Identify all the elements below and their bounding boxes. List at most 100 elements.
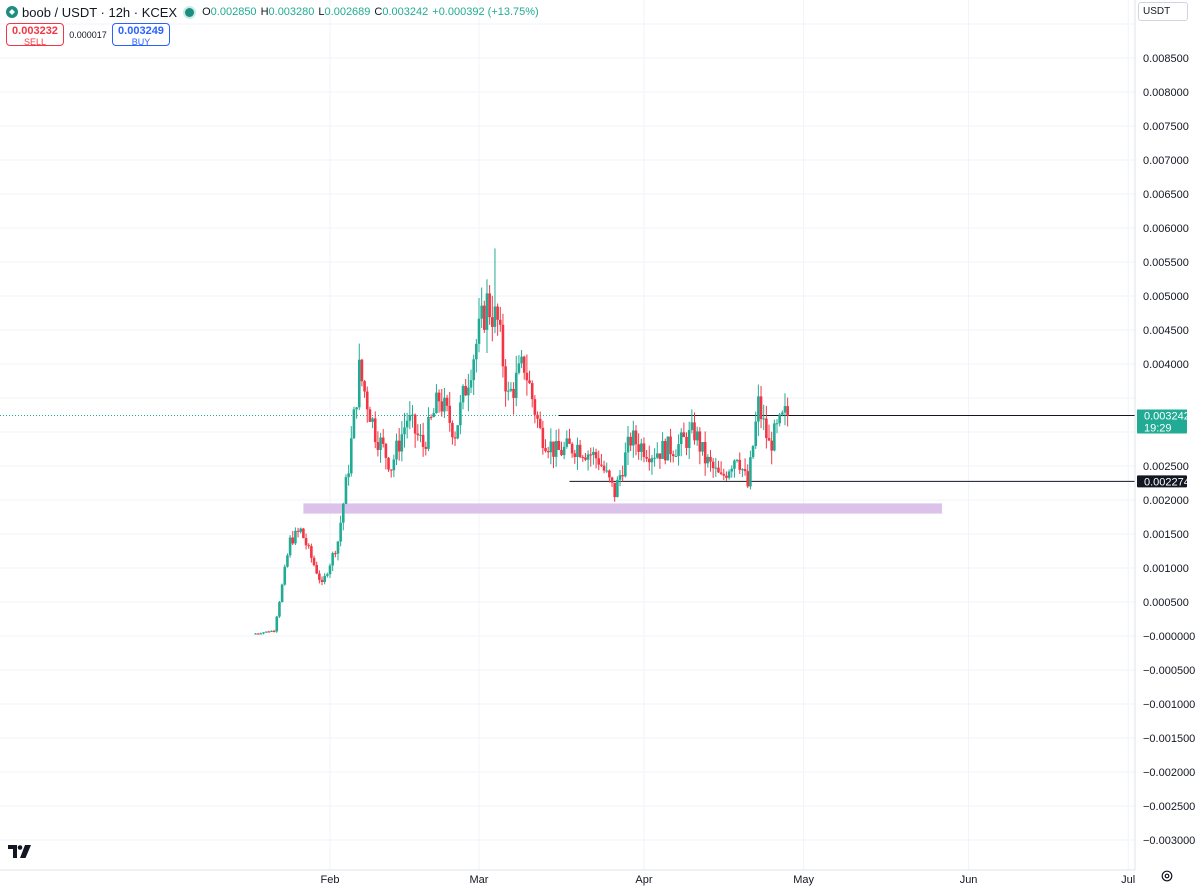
candle-up [294, 527, 297, 546]
y-tick-label: 0.001500 [1143, 529, 1189, 541]
candle-down [522, 355, 526, 380]
candle-down [525, 354, 529, 396]
candle-down [421, 422, 425, 457]
candle-up [432, 408, 436, 418]
y-tick-label: 0.007500 [1143, 121, 1189, 133]
candle-up [586, 450, 590, 471]
y-tick-label: 0.006000 [1143, 223, 1189, 235]
candle-down [334, 550, 337, 558]
candle-down [312, 555, 316, 567]
candle-up [626, 426, 630, 466]
candle-up [687, 421, 691, 460]
candle-up [632, 420, 635, 458]
candle-down [671, 450, 675, 463]
candle-up [326, 572, 329, 578]
candle-down [589, 447, 593, 467]
candle-down [429, 414, 433, 421]
y-tick-label: 0.000500 [1143, 597, 1189, 609]
last-price-label: 0.003242 [1144, 411, 1190, 423]
candle-up [549, 428, 553, 465]
candle-up [562, 441, 566, 460]
y-tick-label: −0.000000 [1143, 631, 1195, 643]
candle-down [581, 455, 585, 462]
sell-button[interactable]: 0.003232 SELL [6, 23, 64, 47]
candle-up [520, 350, 523, 369]
candle-down [310, 543, 313, 563]
candle-down [557, 428, 561, 451]
tradingview-logo-icon[interactable] [8, 845, 32, 859]
candle-up [323, 573, 326, 585]
candle-down [488, 285, 491, 325]
candle-down [759, 385, 763, 429]
candle-up [674, 449, 678, 458]
candle-up [392, 454, 396, 478]
candle-down [384, 442, 388, 470]
candle-down [256, 633, 260, 635]
candle-up [565, 430, 569, 449]
y-tick-label: 0.007000 [1143, 155, 1189, 167]
price-change: +0.000392 (+13.75%) [432, 6, 539, 18]
candle-down [645, 450, 648, 462]
candle-up [480, 287, 483, 328]
candle-down [722, 468, 726, 481]
time-axis[interactable]: Feb Mar Apr May Jun Jul [0, 869, 1135, 886]
candle-down [746, 464, 750, 488]
candle-down [538, 411, 542, 430]
market-status-icon [185, 7, 195, 17]
candle-down [719, 461, 723, 476]
support-zone[interactable] [303, 503, 942, 514]
chart-grid [0, 0, 1135, 870]
candle-up [342, 502, 345, 531]
candle-up [781, 410, 784, 417]
candle-up [472, 354, 475, 396]
candle-up [773, 419, 776, 452]
candle-up [576, 437, 579, 470]
candle-down [608, 469, 611, 483]
y-tick-label: 0.002000 [1143, 495, 1189, 507]
candle-down [647, 445, 651, 471]
candle-down [267, 630, 271, 633]
y-tick-label: 0.005000 [1143, 291, 1189, 303]
symbol-title[interactable]: boob / USDT · 12h · KCEX [22, 4, 178, 20]
price-lines-layer [0, 414, 1135, 482]
candle-down [304, 533, 308, 550]
token-logo-icon [6, 6, 18, 18]
candle-down [424, 441, 428, 456]
candle-down [637, 433, 640, 460]
settings-gear-icon[interactable] [1160, 869, 1174, 883]
candle-down [682, 422, 686, 438]
y-tick-label: 0.006500 [1143, 189, 1189, 201]
candle-down [530, 380, 534, 408]
spread-value: 0.000017 [69, 29, 107, 40]
candle-up [469, 369, 473, 394]
candle-up [661, 432, 664, 460]
y-tick-label: 0.004500 [1143, 325, 1189, 337]
y-tick-label: −0.002500 [1143, 801, 1195, 813]
last-price-label-bg [1137, 409, 1187, 434]
candle-up [411, 405, 414, 428]
candle-up [336, 540, 340, 561]
buy-button[interactable]: 0.003249 BUY [112, 23, 170, 47]
candle-down [491, 295, 494, 342]
candle-down [536, 411, 539, 428]
candle-down [437, 389, 441, 413]
y-tick-label: 0.008500 [1143, 53, 1189, 65]
candles-layer [254, 248, 789, 635]
candle-up [262, 632, 265, 635]
y-tick-label: 0.002500 [1143, 461, 1189, 473]
currency-selector[interactable]: USDT [1138, 2, 1188, 21]
candle-down [397, 428, 401, 461]
ohlc-high: H0.003280 [260, 6, 315, 18]
candle-up [616, 476, 619, 498]
candle-up [605, 462, 609, 473]
candle-up [735, 458, 739, 463]
candle-up [650, 455, 654, 475]
candle-down [786, 397, 789, 427]
price-axis[interactable]: 0.008500 0.008000 0.007500 0.007000 0.006500… [1134, 0, 1195, 870]
y-tick-label: −0.000500 [1143, 665, 1195, 677]
candle-down [373, 411, 377, 449]
candle-up [459, 394, 462, 435]
candle-down [320, 576, 324, 586]
candle-down [613, 482, 616, 502]
